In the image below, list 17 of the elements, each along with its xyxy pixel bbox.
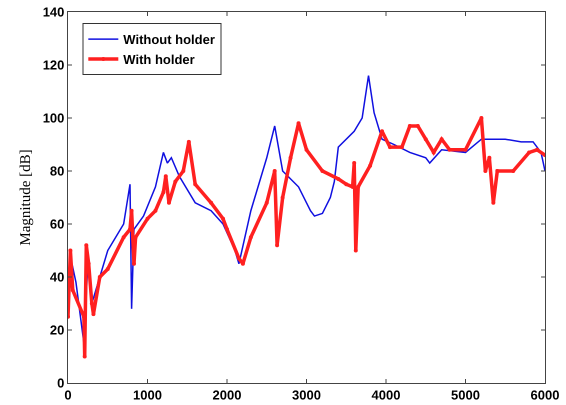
legend-label: Without holder: [123, 32, 215, 48]
y-tick-label: 20: [50, 322, 64, 338]
x-tick-label: 6000: [530, 388, 560, 403]
y-tick-label: 100: [42, 110, 64, 126]
y-tick-label: 80: [50, 164, 64, 179]
x-tick-label: 5000: [451, 388, 480, 403]
y-tick-label: 120: [42, 58, 64, 73]
y-tick-label: 0: [57, 376, 64, 391]
y-tick-label: 40: [50, 270, 64, 285]
y-axis-title: Magnitude [dB]: [18, 149, 34, 246]
y-tick-label: 140: [42, 4, 64, 20]
x-tick-label: 1000: [133, 388, 162, 403]
legend-label: With holder: [123, 52, 195, 68]
x-tick-label: 4000: [372, 388, 400, 403]
x-tick-label: 3000: [292, 388, 321, 403]
x-tick-label: 2000: [212, 388, 242, 403]
y-tick-label: 60: [50, 216, 64, 232]
